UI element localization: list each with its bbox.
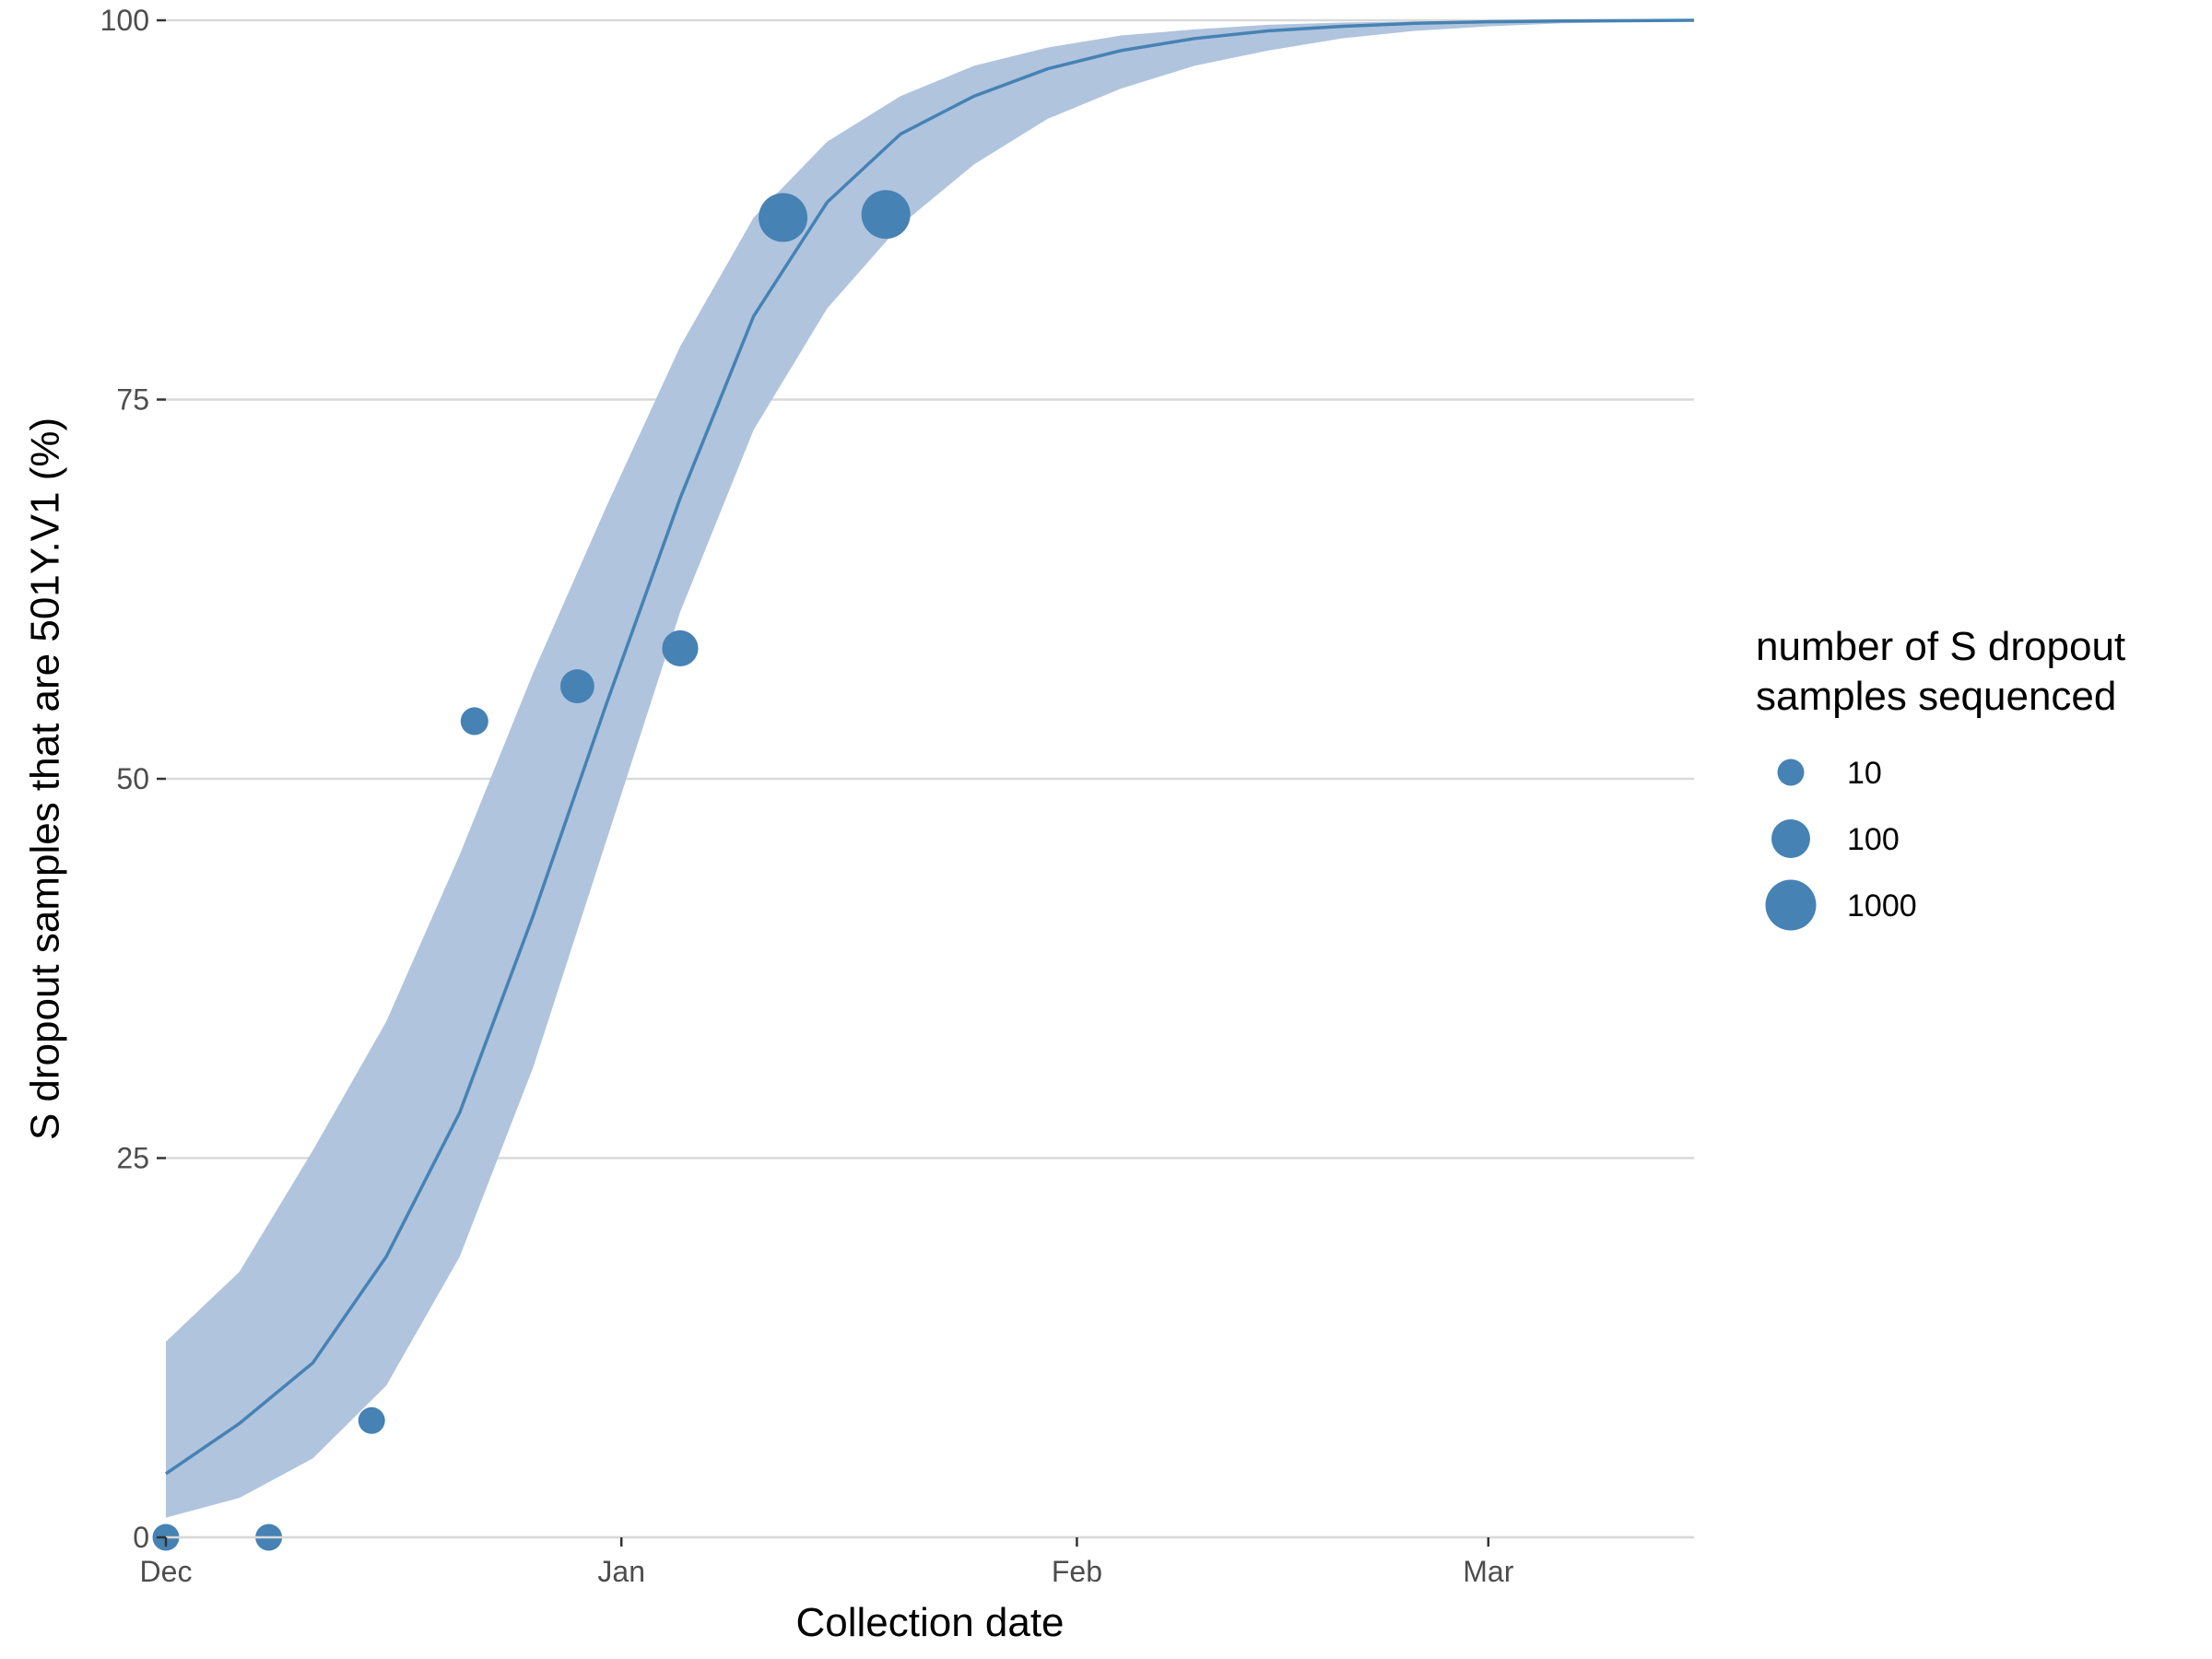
legend-title-line-2: samples sequenced [1756, 674, 2116, 719]
legend-label-100: 100 [1847, 822, 1900, 857]
y-tick-label-25: 25 [116, 1142, 149, 1175]
data-point-8 [861, 190, 911, 240]
y-tick-label-75: 75 [116, 383, 149, 417]
legend-entries: 10 100 1000 [1765, 756, 1917, 931]
legend-label-1000: 1000 [1847, 888, 1917, 924]
x-tick-label-mar: Mar [1463, 1555, 1513, 1588]
legend-key-10 [1777, 759, 1805, 786]
x-tick-label-feb: Feb [1052, 1555, 1102, 1588]
data-point-3 [358, 1406, 385, 1434]
x-tick-label-jan: Jan [597, 1555, 645, 1588]
data-point-5 [559, 669, 594, 704]
legend-title-line-1: number of S dropout [1756, 624, 2125, 669]
legend: number of S dropout samples sequenced 10… [1756, 624, 2125, 931]
data-point-6 [662, 629, 699, 667]
x-axis-ticks: Dec Jan Feb Mar [140, 1537, 1514, 1588]
y-tick-label-0: 0 [133, 1521, 149, 1554]
y-tick-label-50: 50 [116, 762, 149, 795]
y-axis-ticks: 0 25 50 75 100 [100, 4, 166, 1554]
legend-label-10: 10 [1847, 756, 1882, 791]
fit-line [165, 18, 1695, 1476]
confidence-ribbon [166, 20, 1694, 1518]
y-tick-label-100: 100 [100, 4, 149, 37]
legend-key-1000 [1765, 879, 1817, 931]
data-point-4 [460, 707, 488, 735]
data-point-7 [759, 193, 808, 242]
y-axis-title: S dropout samples that are 501Y.V1 (%) [22, 418, 67, 1140]
data-points [152, 190, 911, 1551]
x-axis-title: Collection date [795, 1600, 1064, 1645]
legend-key-100 [1771, 819, 1810, 858]
x-tick-label-dec: Dec [140, 1555, 193, 1588]
